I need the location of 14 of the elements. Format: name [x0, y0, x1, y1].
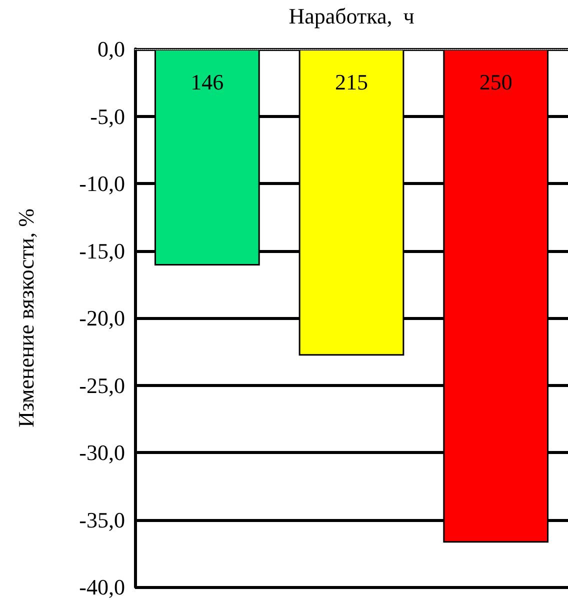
y-tick-label: -5,0: [90, 104, 125, 129]
y-tick-label: -10,0: [79, 171, 125, 196]
y-tick-label: 0,0: [98, 36, 125, 62]
x-tick-label: 215: [335, 70, 368, 94]
y-tick-label: -15,0: [79, 238, 125, 264]
y-tick-label: -35,0: [79, 507, 125, 532]
x-tick-label: 146: [190, 70, 224, 94]
x-axis-title: Наработка, ч: [288, 4, 414, 28]
y-tick-label: -25,0: [79, 372, 125, 398]
x-tick-label: 250: [479, 70, 512, 94]
y-tick-label: -30,0: [79, 440, 125, 465]
y-tick-label: -20,0: [79, 306, 125, 330]
y-tick-label: -40,0: [79, 574, 125, 600]
y-axis-title: Изменение вязкости, %: [14, 208, 38, 428]
